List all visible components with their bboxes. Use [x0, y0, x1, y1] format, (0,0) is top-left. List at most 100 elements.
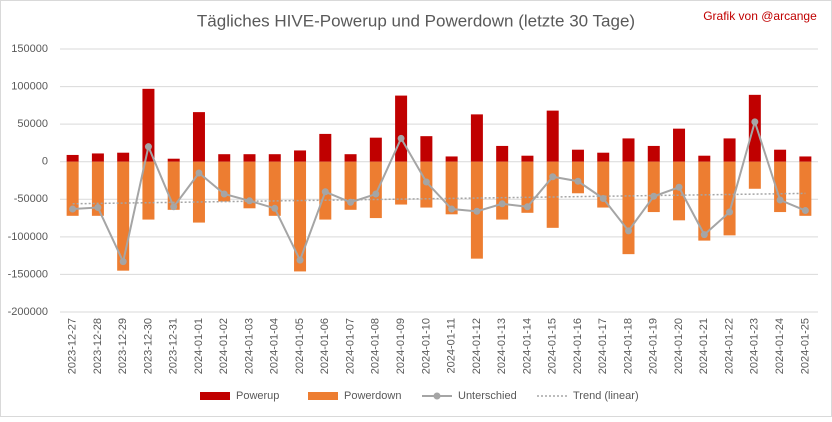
line-point — [321, 188, 329, 196]
credit: Grafik von @arcange — [703, 9, 817, 23]
bar — [698, 161, 711, 241]
bar — [294, 150, 307, 162]
line-point — [144, 143, 152, 151]
bar — [799, 156, 812, 162]
bar — [521, 161, 534, 213]
y-tick-label: 100000 — [11, 80, 48, 92]
x-tick-label: 2024-01-22 — [723, 318, 735, 374]
line-point — [700, 231, 708, 239]
line-point — [751, 118, 759, 126]
y-tick-label: -200000 — [8, 306, 48, 318]
bar — [723, 138, 736, 162]
bar — [294, 161, 307, 272]
legend-label: Powerup — [236, 390, 279, 402]
x-tick-label: 2024-01-14 — [521, 318, 533, 374]
line-point — [448, 205, 456, 213]
bar — [748, 94, 761, 162]
bar — [799, 161, 812, 216]
line-point — [625, 227, 632, 235]
legend-swatch — [433, 392, 441, 400]
x-tick-label: 2024-01-16 — [572, 318, 584, 374]
x-tick-label: 2024-01-12 — [471, 318, 483, 374]
bar — [142, 161, 155, 220]
x-tick-label: 2023-12-29 — [117, 318, 129, 374]
y-tick-label: 50000 — [17, 118, 48, 130]
bar — [496, 145, 509, 162]
line-point — [271, 204, 279, 212]
bar — [344, 161, 357, 210]
bar — [91, 161, 104, 216]
bar — [571, 161, 584, 194]
bar — [268, 161, 281, 216]
x-tick-label: 2024-01-15 — [547, 318, 559, 374]
legend-label: Unterschied — [458, 390, 517, 402]
x-tick-label: 2024-01-23 — [749, 318, 761, 374]
bar — [91, 153, 104, 162]
legend-label: Trend (linear) — [573, 390, 639, 402]
bar — [117, 152, 130, 162]
bar — [319, 133, 332, 162]
bar — [723, 161, 736, 236]
y-tick-label: -100000 — [8, 231, 48, 243]
bar — [369, 137, 382, 162]
x-tick-label: 2024-01-01 — [193, 318, 205, 374]
x-tick-label: 2024-01-08 — [370, 318, 382, 374]
x-tick-label: 2023-12-31 — [168, 318, 180, 374]
x-tick-label: 2024-01-06 — [319, 318, 331, 374]
line-point — [801, 207, 809, 215]
line-point — [69, 205, 77, 213]
x-tick-label: 2024-01-11 — [446, 318, 458, 373]
bar — [243, 154, 256, 162]
x-tick-label: 2024-01-17 — [597, 318, 609, 374]
bar — [546, 161, 559, 228]
bar — [66, 154, 79, 162]
bar — [395, 161, 408, 205]
legend-swatch — [200, 392, 230, 400]
bar — [218, 154, 231, 162]
x-tick-label: 2023-12-28 — [92, 318, 104, 374]
bar — [597, 152, 610, 162]
line-point — [776, 196, 784, 204]
y-tick-label: 150000 — [11, 43, 48, 55]
bar — [470, 114, 483, 162]
bar — [622, 161, 635, 255]
x-tick-label: 2023-12-27 — [67, 318, 79, 374]
bar — [66, 161, 79, 216]
bar — [344, 154, 357, 162]
bar — [622, 138, 635, 162]
x-tick-label: 2024-01-09 — [395, 318, 407, 374]
line-point — [726, 208, 734, 216]
line-point — [675, 183, 683, 191]
bar — [420, 136, 433, 162]
line-point — [195, 169, 203, 177]
x-tick-label: 2024-01-25 — [799, 318, 811, 374]
x-tick-label: 2024-01-07 — [344, 318, 356, 374]
bar — [445, 156, 458, 162]
x-tick-label: 2023-12-30 — [142, 318, 154, 374]
line-point — [372, 190, 380, 198]
bar — [647, 161, 660, 213]
x-tick-label: 2024-01-19 — [648, 318, 660, 374]
bar — [647, 145, 660, 162]
y-tick-label: -150000 — [8, 268, 48, 280]
bar — [571, 149, 584, 162]
line-point — [220, 190, 228, 198]
bar — [243, 161, 256, 209]
bar — [698, 155, 711, 162]
legend-swatch — [308, 392, 338, 400]
bar — [117, 161, 130, 271]
y-tick-label: 0 — [42, 156, 48, 168]
line-point — [170, 203, 178, 211]
bar — [673, 161, 686, 221]
bar — [369, 161, 382, 219]
line-point — [119, 258, 127, 266]
bar — [673, 128, 686, 162]
line-point — [397, 134, 405, 142]
bar — [445, 161, 458, 215]
x-tick-label: 2024-01-21 — [698, 318, 710, 374]
x-tick-label: 2024-01-13 — [496, 318, 508, 374]
bar — [496, 161, 509, 220]
line-point — [94, 204, 102, 212]
